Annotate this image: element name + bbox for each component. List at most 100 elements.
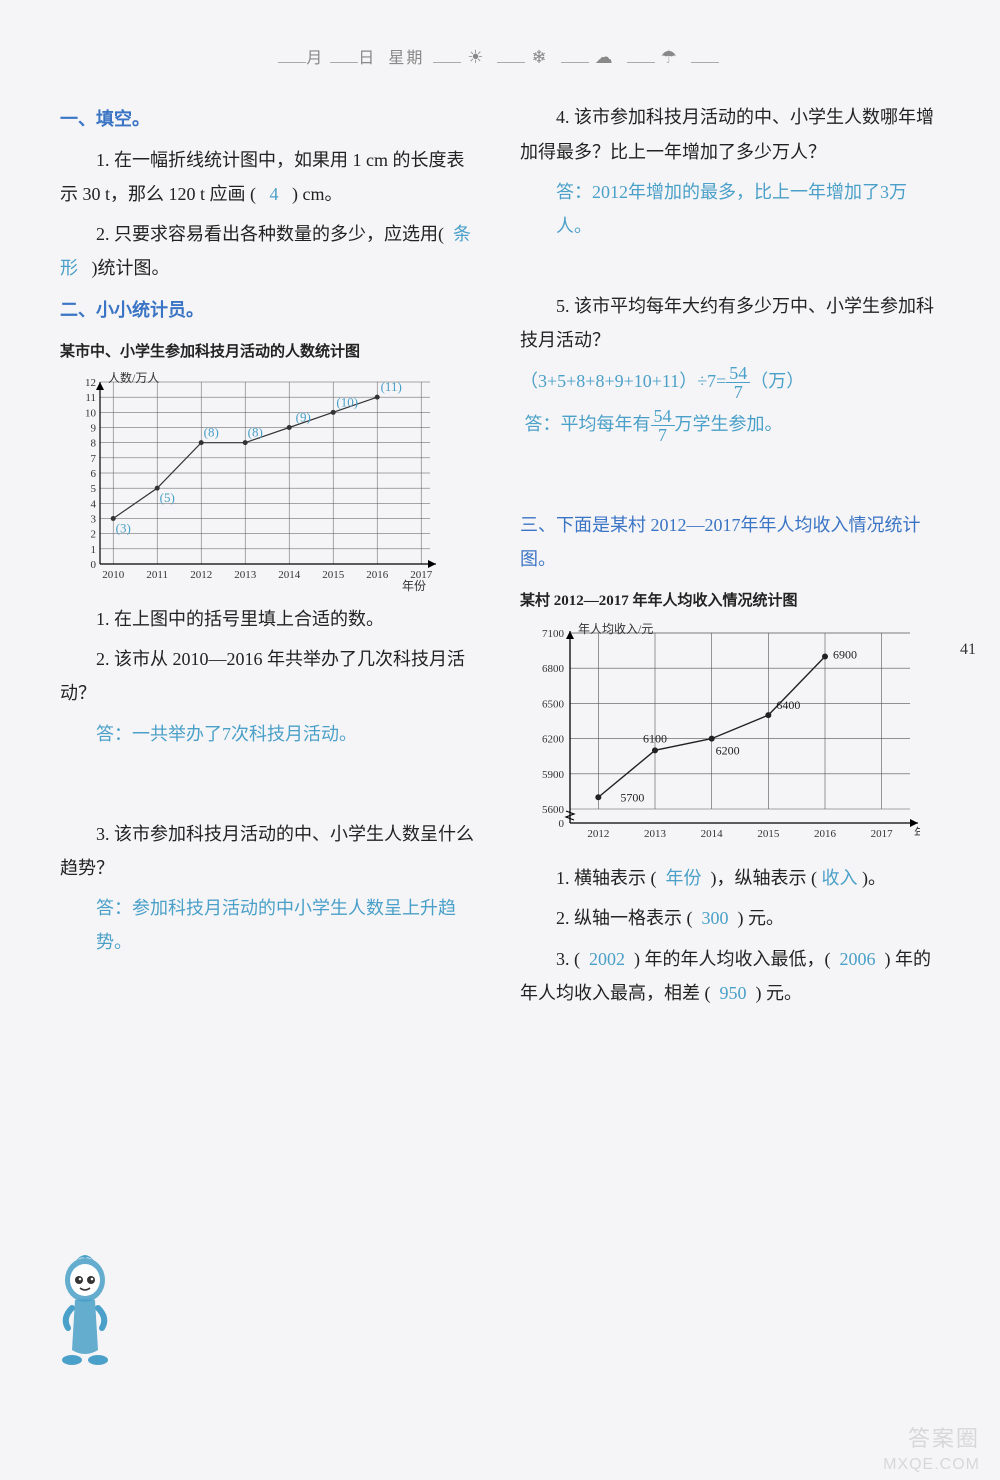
q2-5: 5. 该市平均每年大约有多少万中、小学生参加科技月活动？ [520,289,940,357]
cloud-icon: ☁ [595,47,615,67]
svg-text:年份: 年份 [402,579,426,592]
svg-text:2010: 2010 [102,569,125,581]
q2-5-prefix: （3+5+8+8+9+10+11）÷7= [520,371,726,391]
svg-text:2017: 2017 [871,828,894,840]
svg-text:6200: 6200 [716,744,740,758]
q3-1-ans1: 年份 [666,868,702,888]
svg-text:8: 8 [91,438,97,450]
svg-text:(8): (8) [248,425,263,440]
svg-text:2016: 2016 [814,828,837,840]
svg-text:2012: 2012 [587,828,609,840]
svg-text:6400: 6400 [776,698,800,712]
page-number: 41 [960,635,976,665]
svg-text:6800: 6800 [542,663,565,675]
svg-text:5900: 5900 [542,769,565,781]
svg-text:5: 5 [91,483,97,495]
svg-text:9: 9 [91,423,97,435]
section-1-title: 一、填空。 [60,102,480,136]
left-column: 一、填空。 1. 在一幅折线统计图中，如果用 1 cm 的长度表示 30 t，那… [60,94,480,1016]
svg-text:7100: 7100 [542,628,565,640]
q1-1-text-b: ) cm。 [292,184,342,204]
section-2-title: 二、小小统计员。 [60,293,480,327]
q2-5-fraction-2: 547 [651,407,675,444]
q2-4-answer: 答：2012年增加的最多，比上一年增加了3万人。 [556,175,940,243]
q2-5-ans-b: 万学生参加。 [675,414,783,434]
q3-3: 3. ( 2002 ) 年的年人均收入最低，( 2006 ) 年的年人均收入最高… [520,942,940,1010]
q2-2-answer: 答：一共举办了7次科技月活动。 [96,717,480,751]
svg-text:2015: 2015 [757,828,780,840]
svg-text:6100: 6100 [643,731,667,745]
svg-text:2013: 2013 [234,569,257,581]
chart1-title: 某市中、小学生参加科技月活动的人数统计图 [60,338,480,367]
svg-text:2011: 2011 [146,569,168,581]
q3-1: 1. 横轴表示 ( 年份 )，纵轴表示 ( 收入 )。 [520,861,940,895]
q2-5-ans-a: 答：平均每年有 [525,414,651,434]
q1-2-text-a: 2. 只要求容易看出各种数量的多少，应选用( [96,224,444,244]
q1-2-text-b: )统计图。 [92,258,170,278]
svg-text:10: 10 [85,407,97,419]
svg-text:(8): (8) [204,425,219,440]
frac-num: 54 [726,364,750,383]
svg-text:0: 0 [91,559,97,571]
q3-1-b: )，纵轴表示 ( [711,868,818,888]
q1-1: 1. 在一幅折线统计图中，如果用 1 cm 的长度表示 30 t，那么 120 … [60,143,480,211]
q2-3-answer: 答：参加科技月活动的中小学生人数呈上升趋势。 [96,891,480,959]
svg-text:11: 11 [85,392,96,404]
svg-text:2014: 2014 [278,569,301,581]
q2-5-calc: （3+5+8+8+9+10+11）÷7=547（万） [520,364,940,401]
q2-1: 1. 在上图中的括号里填上合适的数。 [60,602,480,636]
sun-icon: ☀ [467,47,485,67]
q3-3-ans3: 950 [720,983,747,1003]
q3-3-ans2: 2006 [840,949,876,969]
q3-3-a: 3. ( [556,949,580,969]
q3-2: 2. 纵轴一格表示 ( 300 ) 元。 [520,901,940,935]
rain-icon: ☂ [661,47,679,67]
q2-5-answer-line: 答：平均每年有547万学生参加。 [520,407,940,444]
chart2-svg: 5600590062006500680071000201220132014201… [520,621,920,851]
svg-text:6900: 6900 [833,648,857,662]
q2-2: 2. 该市从 2010—2016 年共举办了几次科技月活动？ [60,642,480,710]
frac-den-2: 7 [651,426,675,444]
svg-text:(11): (11) [381,379,402,394]
chart2-container: 5600590062006500680071000201220132014201… [520,621,940,851]
svg-text:5700: 5700 [620,790,644,804]
chart2-title: 某村 2012—2017 年年人均收入情况统计图 [520,587,940,616]
q3-2-ans: 300 [702,908,729,928]
svg-text:4: 4 [91,498,97,510]
q3-3-b: ) 年的年人均收入最低，( [634,949,831,969]
svg-text:1: 1 [91,544,97,556]
chart1-container: 0123456789101112201020112012201320142015… [60,372,480,592]
svg-text:0: 0 [559,818,565,830]
svg-text:2015: 2015 [322,569,345,581]
section-3-title: 三、下面是某村 2012—2017年年人均收入情况统计图。 [520,508,940,576]
q2-3: 3. 该市参加科技月活动的中、小学生人数呈什么趋势？ [60,817,480,885]
q3-1-ans2: 收入 [822,868,858,888]
svg-text:年人均收入/元: 年人均收入/元 [578,622,653,636]
q1-1-answer: 4 [270,184,279,204]
weather-icons: ☀ ❄ ☁ ☂ [430,50,721,67]
svg-text:6200: 6200 [542,734,565,746]
svg-text:年份: 年份 [914,826,920,840]
q1-2: 2. 只要求容易看出各种数量的多少，应选用( 条形 )统计图。 [60,217,480,285]
frac-num-2: 54 [651,407,675,426]
q3-1-c: )。 [862,868,886,888]
weekday-label: 星期 [388,50,424,67]
q3-2-b: ) 元。 [738,908,785,928]
watermark-url: MXQE.COM [883,1450,980,1480]
snow-icon: ❄ [531,47,548,67]
q2-5-fraction: 547 [726,364,750,401]
svg-text:人数/万人: 人数/万人 [108,372,159,385]
right-column: 4. 该市参加科技月活动的中、小学生人数哪年增加得最多？比上一年增加了多少万人？… [520,94,940,1016]
svg-text:6: 6 [91,468,97,480]
q3-2-a: 2. 纵轴一格表示 ( [556,908,693,928]
svg-text:7: 7 [91,453,97,465]
month-label: 月 [306,50,324,67]
q1-1-text-a: 1. 在一幅折线统计图中，如果用 1 cm 的长度表示 30 t，那么 120 … [60,150,465,204]
svg-text:3: 3 [91,514,97,526]
q2-5-suffix: （万） [750,371,804,391]
svg-text:2: 2 [91,529,97,541]
svg-text:(10): (10) [336,394,358,409]
svg-text:2013: 2013 [644,828,667,840]
svg-text:(9): (9) [296,410,311,425]
svg-text:5600: 5600 [542,804,565,816]
